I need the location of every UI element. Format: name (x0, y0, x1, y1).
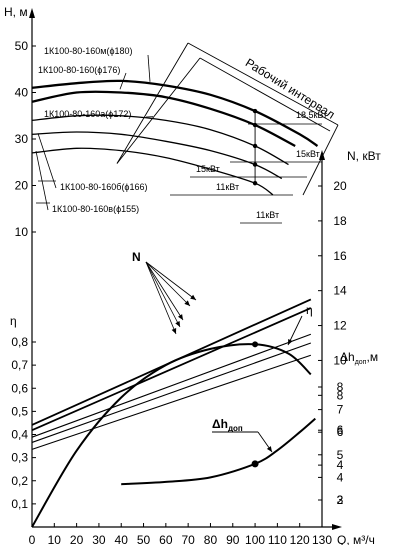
power-pointer-2 (145, 261, 191, 307)
eta-tick-label: 0,3 (11, 451, 28, 465)
eta-tick-label: 0,2 (11, 474, 28, 488)
head-curve-1 (31, 79, 319, 147)
y-axis-arrow (29, 8, 35, 18)
head-curve-leader-4 (37, 133, 57, 189)
eta-tick-label: 0,6 (11, 381, 28, 395)
x-axis-title: Q, м³/ч (337, 533, 375, 545)
x-tick-label: 10 (48, 533, 62, 545)
interval-left-line-1 (116, 42, 189, 164)
power-label-3: 15кВт (196, 164, 220, 174)
interval-band-top (187, 42, 339, 126)
power-label-2: 15кВт (296, 149, 320, 159)
h-axis-title: Н, м (4, 5, 28, 19)
n-axis-arrow (319, 150, 325, 160)
n-tick-label: 18 (333, 214, 347, 228)
interval-band-right (302, 124, 339, 196)
head-curve-leader-2 (119, 72, 127, 90)
eta-tick-label: 0,8 (11, 335, 28, 349)
head-curve-label-5: 1К100-80-160в(ϕ155) (52, 204, 139, 214)
power-line-2 (31, 307, 312, 432)
x-tick-label: 50 (137, 533, 151, 545)
power-line-3 (31, 333, 312, 438)
x-tick-label: 120 (290, 533, 310, 545)
npsh-marked-point (251, 460, 259, 468)
npsh-tick-label: 7 (337, 403, 344, 417)
head-curve-label-1: 1К100-80-160м(ϕ180) (44, 46, 133, 56)
h-tick-label: 50 (15, 39, 29, 53)
power-label-4: 11кВт (216, 182, 239, 192)
x-tick-label: 40 (115, 533, 129, 545)
npsh-axis-title: Δhдоп,м (340, 350, 378, 366)
x-tick-label: 100 (245, 533, 265, 545)
power-pointer-head-2 (184, 300, 190, 306)
n-tick-label: 10 (333, 353, 347, 367)
n-tick-label: 8 (337, 388, 344, 402)
npsh-pointer-head (266, 446, 272, 452)
n-tick-label: 12 (333, 319, 347, 333)
npsh-tick-label: 4 (337, 470, 344, 484)
curves-layer (31, 79, 319, 528)
head-curve-label-3: 1К100-80-160а(ϕ172) (44, 109, 131, 119)
head-curve-label-4: 1К100-80-160б(ϕ166) (60, 182, 148, 192)
x-axis-arrow (332, 524, 342, 530)
power-label-5: 11кВт (256, 210, 279, 220)
interval-left-line-2 (116, 57, 201, 164)
h-tick-label: 10 (15, 225, 29, 239)
labels-layer: Рабочий интервал1К100-80-160м(ϕ180)1К100… (35, 42, 339, 453)
power-pointer-head-1 (190, 294, 196, 300)
power-pointer-3 (145, 261, 184, 321)
power-line-4 (31, 342, 312, 443)
power-label-1: 18.5кВт (296, 110, 327, 120)
efficiency-pointer-head (288, 339, 293, 345)
x-tick-label: 20 (70, 533, 84, 545)
x-tick-label: 110 (268, 533, 287, 545)
n-tick-label: 4 (337, 458, 344, 472)
eta-tick-label: 0,1 (11, 497, 28, 511)
power-pointer-head-3 (177, 314, 183, 320)
power-pointer-head-5 (171, 328, 177, 334)
power-pointer-head-4 (175, 321, 180, 327)
eta-tick-label: 0,4 (11, 428, 28, 442)
x-tick-label: 90 (226, 533, 240, 545)
efficiency-curve (31, 343, 312, 528)
x-tick-label: 60 (159, 533, 173, 545)
n-tick-label: 6 (337, 423, 344, 437)
power-pointer-4 (145, 261, 181, 328)
x-tick-label: 30 (92, 533, 106, 545)
head-curve-label-2: 1К100-80-160(ϕ176) (38, 65, 120, 75)
h-tick-label: 30 (15, 132, 29, 146)
power-curves-label: N (132, 250, 141, 264)
npsh-tick-label: 6 (337, 425, 344, 439)
axes-layer: 0 10 20 30 40 50 60 70 80 90 100 110 120 130 Q, м³/ч 10… (4, 5, 381, 545)
npsh-curve-label: Δhдоп (212, 417, 243, 433)
n-tick-label: 20 (333, 179, 347, 193)
power-pointer-1 (145, 261, 197, 301)
power-line-5 (31, 354, 312, 450)
n-tick-label: 2 (337, 493, 344, 507)
x-tick-label: 70 (181, 533, 195, 545)
efficiency-marked-point (252, 341, 259, 348)
npsh-tick-label: 3 (337, 493, 344, 507)
n-tick-label: 16 (333, 249, 347, 263)
npsh-tick-label: 8 (337, 380, 344, 394)
x-tick-label: 0 (29, 533, 36, 545)
npsh-tick-label: 5 (337, 448, 344, 462)
eta-tick-label: 0,7 (11, 358, 28, 372)
power-pointer-5 (145, 261, 177, 335)
n-axis-title: N, кВт (347, 149, 381, 163)
efficiency-curve-label: η (306, 303, 313, 317)
head-curve-leader-5 (35, 151, 49, 211)
n-tick-label: 14 (333, 284, 347, 298)
x-tick-label: 80 (204, 533, 218, 545)
head-curve-leader-1 (147, 54, 151, 82)
x-tick-label: 130 (312, 533, 332, 545)
h-tick-label: 40 (15, 86, 29, 100)
eta-tick-label: 0,5 (11, 404, 28, 418)
eta-axis-title: η (10, 314, 17, 328)
interval-band-bottom (199, 57, 331, 132)
h-tick-label: 20 (15, 179, 29, 193)
